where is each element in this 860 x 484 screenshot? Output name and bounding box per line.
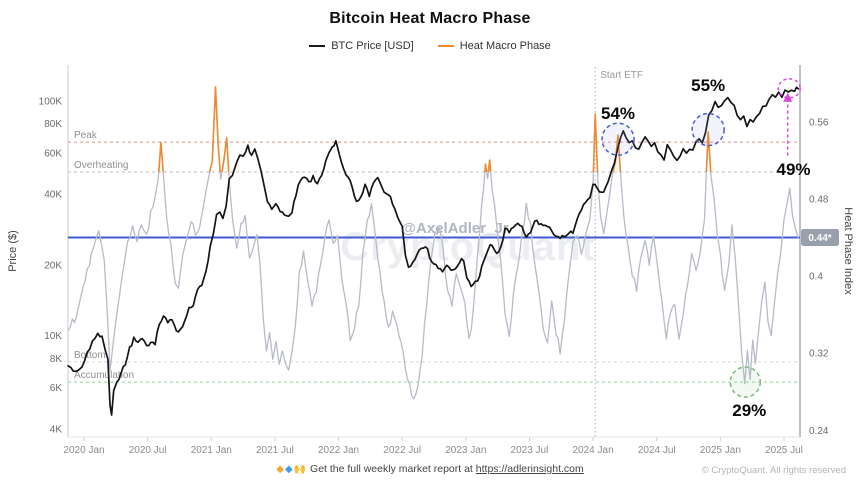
heat-macro-phase-line-swatch xyxy=(437,45,454,47)
x-tick-label: 2022 Jul xyxy=(383,445,421,456)
x-tick-label: 2023 Jan xyxy=(445,445,486,456)
heat-overheat-segment xyxy=(705,131,712,173)
y-left-tick-label: 40K xyxy=(44,190,62,201)
heat-overheat-segment xyxy=(612,134,622,173)
heat-overheat-segment xyxy=(221,137,230,173)
start-etf-label: Start ETF xyxy=(600,70,643,81)
heat-overheat-segment xyxy=(484,163,488,173)
report-link[interactable]: https://adlerinsight.com xyxy=(475,463,584,475)
footer-promo: ◆◆🙌 Get the full weekly market report at… xyxy=(0,463,860,475)
annotation-label-29%: 29% xyxy=(732,401,766,420)
heat-overheat-segment xyxy=(209,86,221,173)
annotation-label-49%: 49% xyxy=(777,160,811,179)
btc-price-line-swatch xyxy=(309,45,326,47)
reference-label-accumulation: Accumulation xyxy=(74,370,134,381)
btc-price-line xyxy=(67,86,800,416)
reference-label-peak: Peak xyxy=(74,130,98,141)
gem-emoji: ◆ xyxy=(284,464,293,475)
y-left-tick-label: 4K xyxy=(50,425,63,436)
x-tick-label: 2025 Jul xyxy=(765,445,803,456)
footer: ◆◆🙌 Get the full weekly market report at… xyxy=(0,463,860,479)
x-tick-label: 2020 Jul xyxy=(129,445,167,456)
reference-label-overheating: Overheating xyxy=(74,160,128,171)
y-right-tick-label: 0.24 xyxy=(809,426,829,437)
y-right-tick-label: 0.4 xyxy=(809,272,823,283)
y-axis-title-right: Heat Phase Index xyxy=(842,207,854,295)
legend-label-btc-price: BTC Price [USD] xyxy=(331,40,414,52)
y-left-tick-label: 60K xyxy=(44,148,62,159)
annotation-circle-55% xyxy=(691,112,725,147)
y-left-tick-label: 6K xyxy=(50,383,63,394)
x-tick-label: 2023 Jul xyxy=(511,445,549,456)
y-axis-title-left: Price ($) xyxy=(7,230,19,272)
y-left-tick-label: 100K xyxy=(39,96,63,107)
footer-emoji-icons: ◆◆🙌 xyxy=(276,463,307,475)
y-right-tick-label: 0.48 xyxy=(809,194,829,205)
heat-overheat-segment xyxy=(592,113,599,173)
x-tick-label: 2025 Jan xyxy=(700,445,741,456)
legend: BTC Price [USD] Heat Macro Phase xyxy=(0,40,860,52)
legend-item-btc-price: BTC Price [USD] xyxy=(309,40,414,52)
heat-overheat-segment xyxy=(158,141,164,173)
legend-item-heat-macro-phase: Heat Macro Phase xyxy=(437,40,551,52)
y-left-tick-label: 80K xyxy=(44,119,62,130)
annotation-circle-current-price xyxy=(777,78,802,99)
annotation-circle-54% xyxy=(601,122,635,156)
watermark-handle: @AxelAdler_Jr xyxy=(401,220,508,237)
current-value-badge-label: 0.44* xyxy=(808,233,831,244)
x-tick-label: 2024 Jul xyxy=(638,445,676,456)
x-tick-label: 2020 Jan xyxy=(63,445,104,456)
y-right-tick-label: 0.32 xyxy=(809,349,829,360)
x-tick-label: 2024 Jan xyxy=(573,445,614,456)
legend-label-heat-macro-phase: Heat Macro Phase xyxy=(459,40,551,52)
x-tick-label: 2021 Jul xyxy=(256,445,294,456)
annotation-label-55%: 55% xyxy=(691,76,725,95)
reference-label-bottom: Bottom xyxy=(74,350,106,361)
copyright-notice: © CryptoQuant. All rights reserved xyxy=(701,465,846,476)
page-title: Bitcoin Heat Macro Phase xyxy=(329,10,531,27)
orange-diamond-emoji: ◆ xyxy=(276,464,284,475)
y-left-tick-label: 8K xyxy=(50,354,63,365)
y-right-tick-label: 0.56 xyxy=(809,117,829,128)
x-tick-label: 2021 Jan xyxy=(191,445,232,456)
annotation-label-54%: 54% xyxy=(601,104,635,123)
footer-promo-text: Get the full weekly market report at xyxy=(310,463,476,475)
current-value-badge xyxy=(801,229,839,247)
heat-overheat-segment xyxy=(487,159,492,173)
x-tick-label: 2022 Jan xyxy=(318,445,359,456)
heat-macro-phase-line xyxy=(67,86,799,400)
raised-hands-emoji: 🙌 xyxy=(293,464,307,475)
annotation-circle-29% xyxy=(729,366,762,398)
annotation-arrow-head xyxy=(783,92,793,102)
y-left-tick-label: 10K xyxy=(44,331,62,342)
y-left-tick-label: 20K xyxy=(44,260,62,271)
